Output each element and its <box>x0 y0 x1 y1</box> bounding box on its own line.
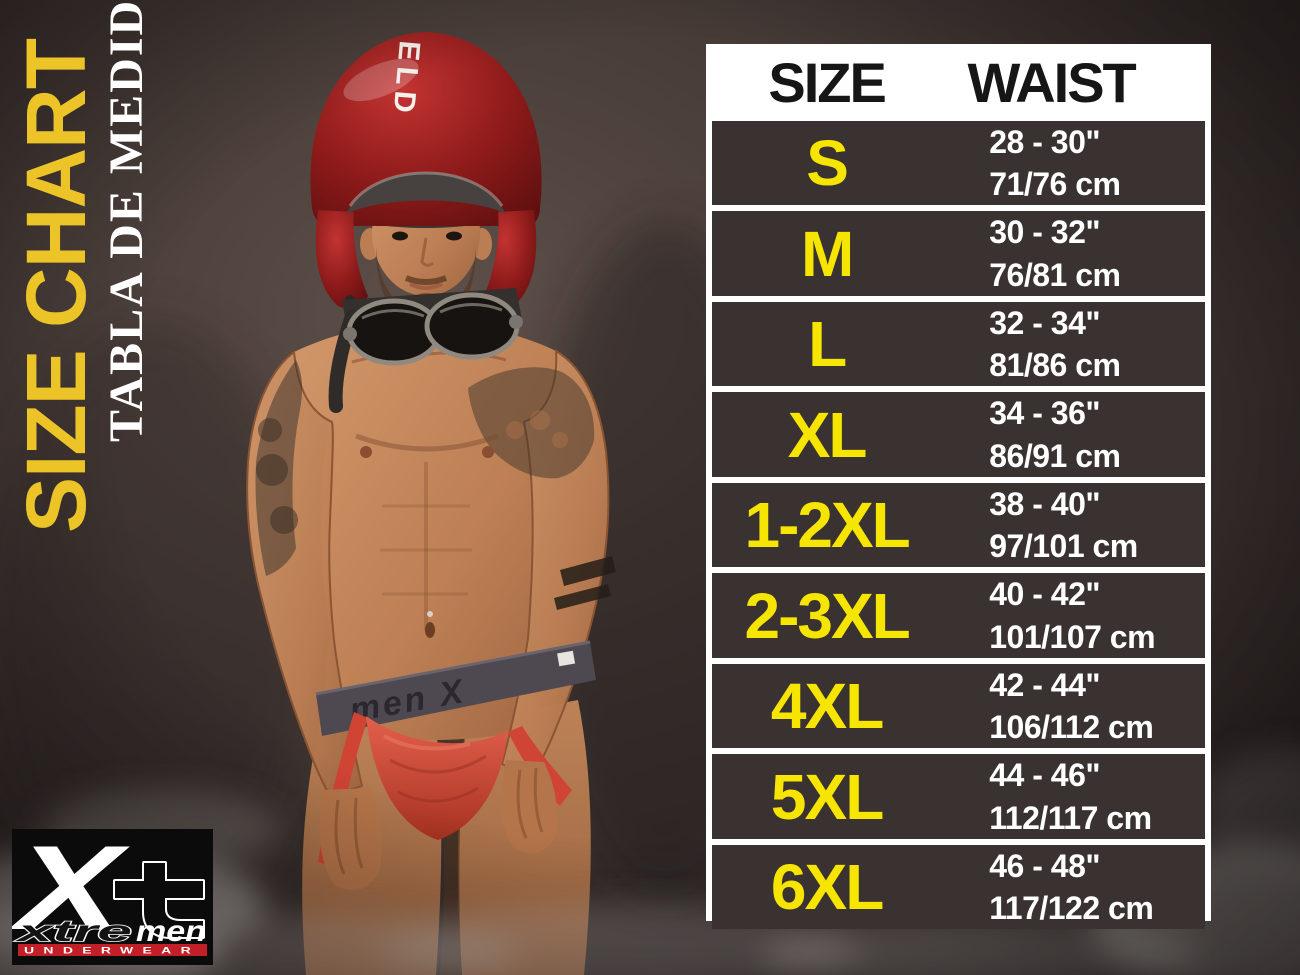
size-cell: L <box>712 307 941 381</box>
waist-cm: 97/101 cm <box>989 528 1138 565</box>
size-cell: S <box>712 126 941 200</box>
logo-underwear-bar <box>18 944 207 956</box>
waist-cm: 101/107 cm <box>989 618 1156 655</box>
waist-cell: 46 - 48" 117/122 cm <box>941 845 1205 929</box>
waist-cm: 112/117 cm <box>989 799 1152 836</box>
size-cell: M <box>712 217 941 291</box>
waist-inches: 30 - 32" <box>989 214 1101 251</box>
size-value: 6XL <box>770 850 884 923</box>
waist-cm: 81/86 cm <box>989 347 1121 384</box>
waist-cell: 28 - 30" 71/76 cm <box>941 121 1205 205</box>
xtremen-logo: X xtre men UNDERWEAR <box>12 829 213 965</box>
brand-logo: X xtre men UNDERWEAR <box>12 829 213 965</box>
waist-cm: 117/122 cm <box>989 889 1154 926</box>
waist-inches: 44 - 46" <box>989 757 1101 794</box>
size-cell: 2-3XL <box>712 579 941 653</box>
table-row: 5XL 44 - 46" 112/117 cm <box>712 754 1205 839</box>
size-value: 1-2XL <box>744 489 910 562</box>
size-value: 5XL <box>770 760 884 833</box>
size-value: 2-3XL <box>744 579 910 652</box>
waist-inches: 32 - 34" <box>989 304 1101 341</box>
waist-cell: 30 - 32" 76/81 cm <box>941 211 1205 295</box>
logo-t <box>113 861 205 939</box>
waist-cell: 32 - 34" 81/86 cm <box>941 302 1205 386</box>
waist-cell: 40 - 42" 101/107 cm <box>941 573 1205 657</box>
table-row: 2-3XL 40 - 42" 101/107 cm <box>712 573 1205 658</box>
size-table: SIZE WAIST S 28 - 30" 71/76 cm M 30 - 32… <box>706 44 1211 930</box>
waist-inches: 42 - 44" <box>989 666 1101 703</box>
size-cell: XL <box>712 398 941 472</box>
size-cell: 1-2XL <box>712 488 941 562</box>
waist-cell: 42 - 44" 106/112 cm <box>941 664 1205 748</box>
size-value: S <box>806 127 849 200</box>
size-column-header: SIZE <box>768 51 886 114</box>
waist-inches: 38 - 40" <box>989 485 1101 522</box>
size-value: L <box>808 308 847 381</box>
waist-column-header: WAIST <box>967 51 1136 114</box>
vertical-title: SIZE CHART <box>9 39 103 533</box>
waist-cm: 71/76 cm <box>989 166 1121 203</box>
waist-inches: 34 - 36" <box>989 395 1101 432</box>
table-row: M 30 - 32" 76/81 cm <box>712 211 1205 296</box>
table-row: S 28 - 30" 71/76 cm <box>712 121 1205 206</box>
size-value: M <box>800 217 854 290</box>
waist-cm: 86/91 cm <box>989 437 1121 474</box>
waist-cm: 76/81 cm <box>989 256 1121 293</box>
table-row: L 32 - 34" 81/86 cm <box>712 301 1205 387</box>
logo-underwear-text: UNDERWEAR <box>24 946 200 956</box>
logo-x: X <box>12 829 131 955</box>
waist-cell: 44 - 46" 112/117 cm <box>941 754 1205 838</box>
table-row: 4XL 42 - 44" 106/112 cm <box>712 663 1205 749</box>
size-cell: 5XL <box>712 760 941 834</box>
table-row: 6XL 46 - 48" 117/122 cm <box>712 844 1205 930</box>
logo-brand-xtre: xtre <box>14 915 132 948</box>
waist-inches: 28 - 30" <box>989 124 1101 160</box>
table-row: 1-2XL 38 - 40" 97/101 cm <box>712 482 1205 568</box>
vertical-subtitle: TABLA DE MEDIDAS <box>100 0 153 442</box>
table-header: SIZE WAIST <box>712 50 1205 115</box>
size-cell: 6XL <box>712 850 941 924</box>
waist-inches: 40 - 42" <box>989 576 1101 613</box>
waist-cell: 34 - 36" 86/91 cm <box>941 392 1205 476</box>
waist-cm: 106/112 cm <box>989 709 1154 746</box>
waist-cell: 38 - 40" 97/101 cm <box>941 483 1205 567</box>
table-row: XL 34 - 36" 86/91 cm <box>712 392 1205 477</box>
size-value: XL <box>787 398 868 471</box>
size-cell: 4XL <box>712 669 941 743</box>
logo-brand-men: men <box>136 915 206 948</box>
waist-inches: 46 - 48" <box>989 847 1101 884</box>
size-value: 4XL <box>770 670 884 743</box>
